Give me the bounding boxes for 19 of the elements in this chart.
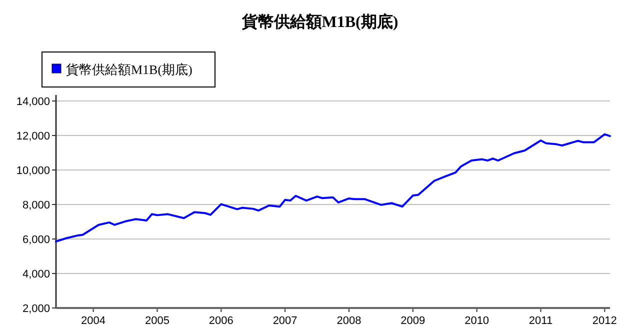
line-series bbox=[55, 133, 611, 242]
y-tick-label: 2,000 bbox=[22, 303, 50, 315]
chart-title: 貨幣供給額M1B(期底) bbox=[240, 13, 398, 31]
y-tick-label: 6,000 bbox=[22, 234, 50, 246]
y-tick-label: 8,000 bbox=[22, 200, 50, 212]
y-tick-label: 10,000 bbox=[16, 165, 50, 177]
y-tick-label: 14,000 bbox=[16, 96, 50, 108]
x-tick-label: 2011 bbox=[528, 315, 553, 327]
x-tick-label: 2010 bbox=[464, 315, 490, 327]
y-tick-label: 4,000 bbox=[22, 268, 50, 280]
x-tick-label: 2006 bbox=[208, 315, 234, 327]
x-tick-label: 2005 bbox=[144, 315, 170, 327]
legend-label: 貨幣供給額M1B(期底) bbox=[66, 62, 192, 77]
x-tick-label: 2012 bbox=[592, 315, 617, 327]
y-tick-label: 12,000 bbox=[16, 130, 50, 142]
x-tick-label: 2009 bbox=[400, 315, 426, 327]
x-tick-label: 2004 bbox=[81, 315, 106, 327]
x-tick-label: 2008 bbox=[336, 315, 362, 327]
x-tick-label: 2007 bbox=[272, 315, 298, 327]
